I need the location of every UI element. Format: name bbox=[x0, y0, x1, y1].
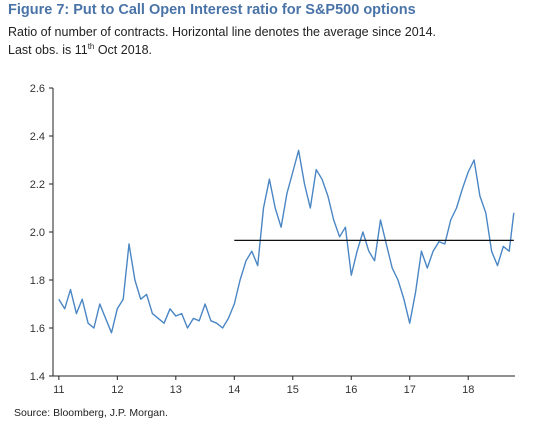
y-tick-label: 2.2 bbox=[30, 179, 45, 191]
y-tick-label: 1.4 bbox=[30, 371, 45, 383]
y-tick-label: 2.6 bbox=[30, 83, 45, 95]
x-tick-label: 11 bbox=[53, 384, 64, 396]
x-tick-label: 17 bbox=[404, 384, 416, 396]
put-call-ratio-series-line bbox=[58, 149, 515, 334]
x-tick-label: 15 bbox=[287, 384, 299, 396]
chart-title: Figure 7: Put to Call Open Interest rati… bbox=[8, 2, 416, 18]
subtitle-line-2-superscript: th bbox=[87, 41, 95, 51]
subtitle-line-2-prefix: Last obs. is 11 bbox=[8, 43, 88, 57]
chart-axes: 1.4 1.6 1.8 2.0 2.2 2.4 2.6 11 12 13 14 15 16 17 18 bbox=[30, 83, 515, 396]
x-tick-label: 16 bbox=[345, 384, 357, 396]
y-tick-label: 1.6 bbox=[30, 323, 45, 335]
x-tick-label: 18 bbox=[462, 384, 474, 396]
x-tick-label: 14 bbox=[228, 384, 240, 396]
x-tick-label: 13 bbox=[170, 384, 182, 396]
y-tick-label: 2.4 bbox=[30, 131, 45, 143]
source-note: Source: Bloomberg, J.P. Morgan. bbox=[14, 407, 168, 419]
y-tick-label: 2.0 bbox=[30, 227, 45, 239]
subtitle-line-2-suffix: Oct 2018. bbox=[94, 43, 153, 57]
chart-marks bbox=[58, 149, 515, 334]
y-tick-label: 1.8 bbox=[30, 275, 45, 287]
chart-subtitle: Ratio of number of contracts. Horizontal… bbox=[8, 23, 548, 59]
x-tick-label: 12 bbox=[111, 384, 123, 396]
subtitle-line-1: Ratio of number of contracts. Horizontal… bbox=[8, 25, 437, 39]
